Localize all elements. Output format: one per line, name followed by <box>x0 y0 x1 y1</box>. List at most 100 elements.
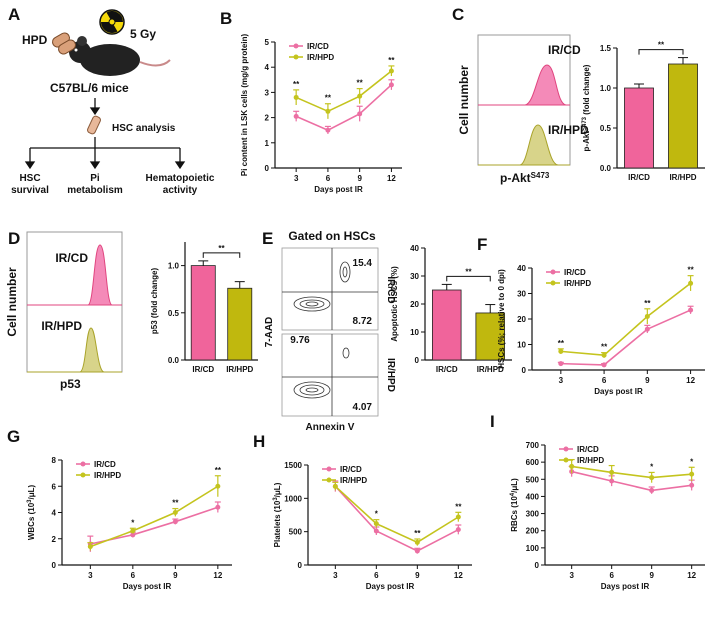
x-tick-label: 3 <box>569 571 574 580</box>
data-point <box>601 362 607 368</box>
significance: ** <box>601 343 608 352</box>
data-point <box>455 514 461 520</box>
x-tick-label: IR/HPD <box>669 173 696 182</box>
bar <box>227 287 253 361</box>
series-line <box>334 485 459 544</box>
outcome: metabolism <box>67 185 123 196</box>
outcome: survival <box>11 185 49 196</box>
legend-marker <box>563 446 569 452</box>
data-point <box>325 127 331 133</box>
label-part: Pi content in LSK cells (mg/g protein) <box>240 34 249 177</box>
significance-bracket <box>446 275 491 282</box>
bar <box>190 265 216 361</box>
radiation-icon <box>99 9 125 35</box>
x-tick-label: IR/CD <box>628 173 650 182</box>
y-tick-label: 6 <box>52 482 57 491</box>
series-line <box>295 70 392 113</box>
x-tick-label: 9 <box>645 376 650 385</box>
y-tick-label: 0.5 <box>168 309 180 318</box>
y-axis-label: Pi content in LSK cells (mg/g protein) <box>240 34 249 177</box>
data-point <box>215 504 221 510</box>
y-tick-label: 1.5 <box>600 44 612 53</box>
legend-label: IR/HPD <box>94 471 121 480</box>
panel-letter: H <box>253 432 265 451</box>
data-point <box>649 475 655 481</box>
x-tick-label: 12 <box>213 571 222 580</box>
panel-letter: A <box>8 5 20 24</box>
label-part: p-Akt <box>582 131 591 152</box>
quadrant-value: 9.76 <box>290 335 310 346</box>
group-label: IR/HPD <box>548 123 589 137</box>
data-point <box>609 469 615 475</box>
y-axis-label: Apoptotic HSCs (%) <box>390 266 399 342</box>
group-label: IR/CD <box>385 276 396 303</box>
legend-label: IR/HPD <box>577 456 604 465</box>
bone-icon <box>87 115 101 135</box>
x-tick-label: 12 <box>454 571 463 580</box>
data-point <box>644 326 650 332</box>
label-part: HSCs (%; relative to 0 dpi) <box>497 269 506 369</box>
significance: ** <box>644 299 651 308</box>
x-tick-label: 3 <box>333 571 338 580</box>
series-line <box>295 84 392 132</box>
significance-bracket <box>202 252 241 258</box>
legend-marker <box>326 466 332 472</box>
pellet-icon <box>52 32 76 55</box>
data-point <box>388 68 394 74</box>
panel-letter: E <box>262 229 273 248</box>
data-point <box>689 471 695 477</box>
label-part: p-Akt <box>500 171 531 185</box>
series-line <box>90 506 219 545</box>
series-line <box>571 470 692 492</box>
data-point <box>172 519 178 525</box>
significance: ** <box>558 339 565 348</box>
data-point <box>688 280 694 286</box>
panel-letter: D <box>8 229 20 248</box>
legend-marker <box>80 461 86 467</box>
x-tick-label: IR/CD <box>436 365 458 374</box>
y-tick-label: 0 <box>415 356 420 365</box>
quadrant-value: 4.07 <box>353 402 373 413</box>
y-tick-label: 4 <box>52 509 57 518</box>
y-tick-label: 0 <box>265 164 270 173</box>
quadrant-value: 15.4 <box>353 258 373 269</box>
y-tick-label: 10 <box>517 341 526 350</box>
group-label: IR/HPD <box>41 319 82 333</box>
y-tick-label: 0 <box>52 561 57 570</box>
y-tick-label: 20 <box>517 315 526 324</box>
label-part: /μL) <box>27 484 36 499</box>
axis-label: Cell number <box>5 267 19 337</box>
y-tick-label: 200 <box>526 527 540 536</box>
y-tick-label: 1.0 <box>168 262 180 271</box>
legend-label: IR/HPD <box>564 279 591 288</box>
legend-marker <box>563 457 569 463</box>
label-part: /μL) <box>510 478 519 493</box>
mice-label: C57BL/6 mice <box>50 81 129 95</box>
significance: ** <box>388 56 395 65</box>
label-part: /μL) <box>273 482 282 497</box>
y-tick-label: 40 <box>410 244 419 253</box>
data-point <box>215 483 221 489</box>
y-tick-label: 1.0 <box>600 84 612 93</box>
x-tick-label: 9 <box>415 571 420 580</box>
x-tick-label: 12 <box>387 174 396 183</box>
y-axis-label: p53 (fold change) <box>150 268 159 335</box>
y-tick-label: 5 <box>265 38 270 47</box>
outcome: activity <box>163 185 198 196</box>
y-tick-label: 300 <box>526 510 540 519</box>
y-tick-label: 0.0 <box>600 164 612 173</box>
legend-marker <box>80 472 86 478</box>
bar <box>475 312 506 361</box>
x-tick-label: 3 <box>88 571 93 580</box>
bar <box>431 289 462 361</box>
significance: ** <box>357 79 364 88</box>
data-point <box>455 527 461 533</box>
outcome: Pi <box>90 173 100 184</box>
analysis-label: HSC analysis <box>112 123 176 134</box>
significance-bracket <box>638 49 684 55</box>
x-tick-label: 9 <box>649 571 654 580</box>
x-axis-label: Days post IR <box>123 582 172 591</box>
y-tick-label: 1 <box>265 139 270 148</box>
x-axis-label: Days post IR <box>601 582 650 591</box>
data-point <box>569 463 575 469</box>
